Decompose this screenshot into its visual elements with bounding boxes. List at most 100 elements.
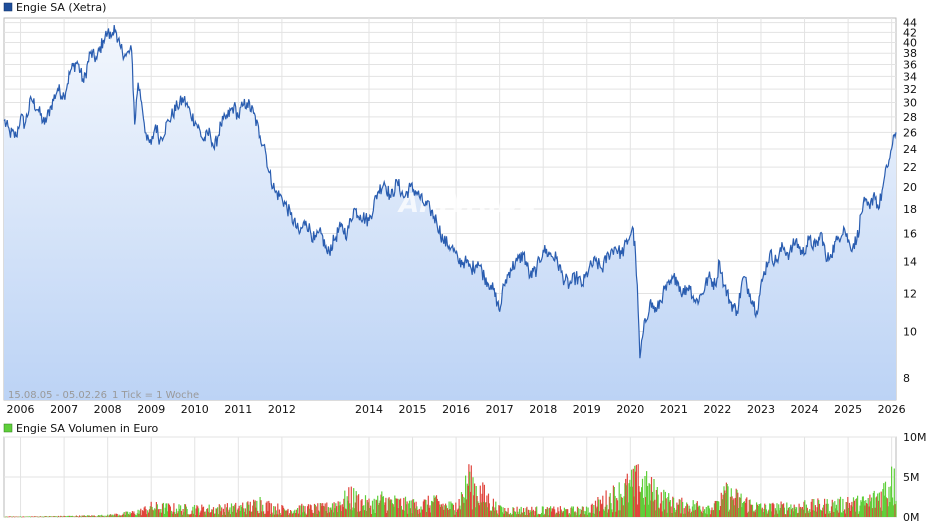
volume-bar bbox=[546, 507, 548, 517]
volume-bar bbox=[732, 500, 734, 517]
price-y-tick-label: 42 bbox=[903, 26, 917, 39]
x-year-label: 2012 bbox=[268, 403, 296, 416]
volume-bar bbox=[632, 468, 634, 517]
volume-bar bbox=[324, 503, 326, 517]
volume-bar bbox=[217, 514, 220, 517]
volume-bar bbox=[197, 506, 199, 517]
volume-bar bbox=[149, 506, 151, 517]
volume-bar bbox=[810, 501, 812, 517]
volume-bar bbox=[806, 507, 808, 517]
volume-bar bbox=[402, 510, 404, 517]
volume-bar bbox=[708, 505, 710, 517]
volume-bar bbox=[554, 514, 557, 517]
volume-bar bbox=[704, 509, 706, 517]
volume-bar bbox=[68, 516, 70, 517]
volume-bar bbox=[798, 503, 800, 517]
volume-bar bbox=[800, 508, 803, 517]
volume-bar bbox=[800, 506, 802, 517]
volume-bar bbox=[408, 503, 410, 517]
volume-bar bbox=[466, 483, 468, 517]
x-year-label: 2015 bbox=[399, 403, 427, 416]
volume-bar bbox=[854, 511, 856, 517]
volume-bar bbox=[134, 513, 136, 517]
volume-bar bbox=[32, 516, 34, 518]
volume-bar bbox=[400, 498, 402, 517]
volume-bar bbox=[148, 509, 151, 517]
volume-bar bbox=[884, 481, 887, 517]
volume-bar bbox=[866, 503, 868, 517]
volume-bar bbox=[294, 509, 296, 517]
volume-bar bbox=[377, 495, 379, 517]
volume-bar bbox=[121, 514, 124, 517]
volume-bar bbox=[248, 504, 250, 517]
volume-bar bbox=[203, 511, 205, 517]
volume-bar bbox=[754, 512, 756, 517]
volume-bar bbox=[607, 512, 609, 517]
volume-bar bbox=[140, 508, 142, 517]
volume-bar bbox=[796, 507, 798, 517]
volume-bar bbox=[634, 471, 637, 517]
volume-bar bbox=[244, 508, 246, 517]
volume-bar bbox=[112, 516, 114, 517]
volume-bar bbox=[352, 507, 354, 517]
volume-bar bbox=[79, 516, 81, 517]
volume-bar bbox=[686, 504, 689, 517]
volume-bar bbox=[561, 511, 563, 517]
volume-bar bbox=[673, 507, 675, 517]
volume-bar bbox=[284, 510, 286, 517]
volume-bar bbox=[802, 509, 804, 517]
volume-bar bbox=[531, 506, 533, 517]
volume-bar bbox=[535, 507, 537, 517]
volume-bar bbox=[357, 511, 359, 517]
volume-bar bbox=[212, 509, 214, 517]
x-year-label: 2006 bbox=[7, 403, 35, 416]
volume-bar bbox=[878, 492, 880, 517]
volume-bar bbox=[152, 509, 154, 517]
volume-bar bbox=[648, 483, 650, 517]
volume-bar bbox=[443, 509, 445, 517]
volume-bar bbox=[891, 466, 893, 517]
volume-bar bbox=[753, 510, 755, 517]
volume-bar bbox=[226, 507, 228, 517]
volume-bar bbox=[323, 506, 325, 517]
volume-bar bbox=[630, 486, 632, 517]
volume-bar bbox=[183, 512, 185, 517]
volume-bar bbox=[564, 509, 566, 517]
volume-bar bbox=[322, 503, 324, 517]
price-legend-swatch bbox=[3, 2, 13, 12]
volume-bar bbox=[578, 514, 580, 517]
volume-bar bbox=[584, 514, 586, 517]
volume-bar bbox=[867, 498, 869, 517]
volume-bar bbox=[518, 508, 521, 517]
volume-bar bbox=[614, 495, 616, 517]
volume-bar bbox=[751, 504, 754, 517]
volume-bar bbox=[309, 504, 311, 517]
volume-bar bbox=[579, 508, 581, 517]
volume-bar bbox=[263, 513, 266, 517]
volume-bar bbox=[268, 500, 270, 517]
volume-bar bbox=[381, 491, 383, 517]
volume-bar bbox=[297, 513, 299, 517]
volume-bar bbox=[200, 510, 202, 517]
volume-bar bbox=[883, 483, 885, 517]
volume-bar bbox=[253, 499, 255, 517]
volume-bar bbox=[776, 503, 778, 517]
volume-bar bbox=[404, 496, 407, 517]
volume-bar bbox=[372, 509, 374, 517]
volume-bar bbox=[786, 502, 788, 517]
volume-bar bbox=[737, 492, 739, 517]
volume-bar bbox=[158, 509, 160, 517]
volume-bar bbox=[331, 509, 333, 517]
volume-bar bbox=[459, 505, 461, 517]
volume-bar bbox=[422, 509, 424, 517]
volume-bar bbox=[602, 495, 604, 517]
volume-bar bbox=[838, 512, 840, 517]
volume-bar bbox=[40, 516, 42, 517]
volume-bar bbox=[384, 502, 386, 517]
volume-bar bbox=[283, 507, 285, 517]
volume-bar bbox=[476, 496, 478, 517]
volume-bar bbox=[691, 511, 693, 517]
volume-bar bbox=[435, 495, 438, 517]
volume-bar bbox=[563, 511, 565, 517]
volume-bar bbox=[300, 505, 302, 517]
